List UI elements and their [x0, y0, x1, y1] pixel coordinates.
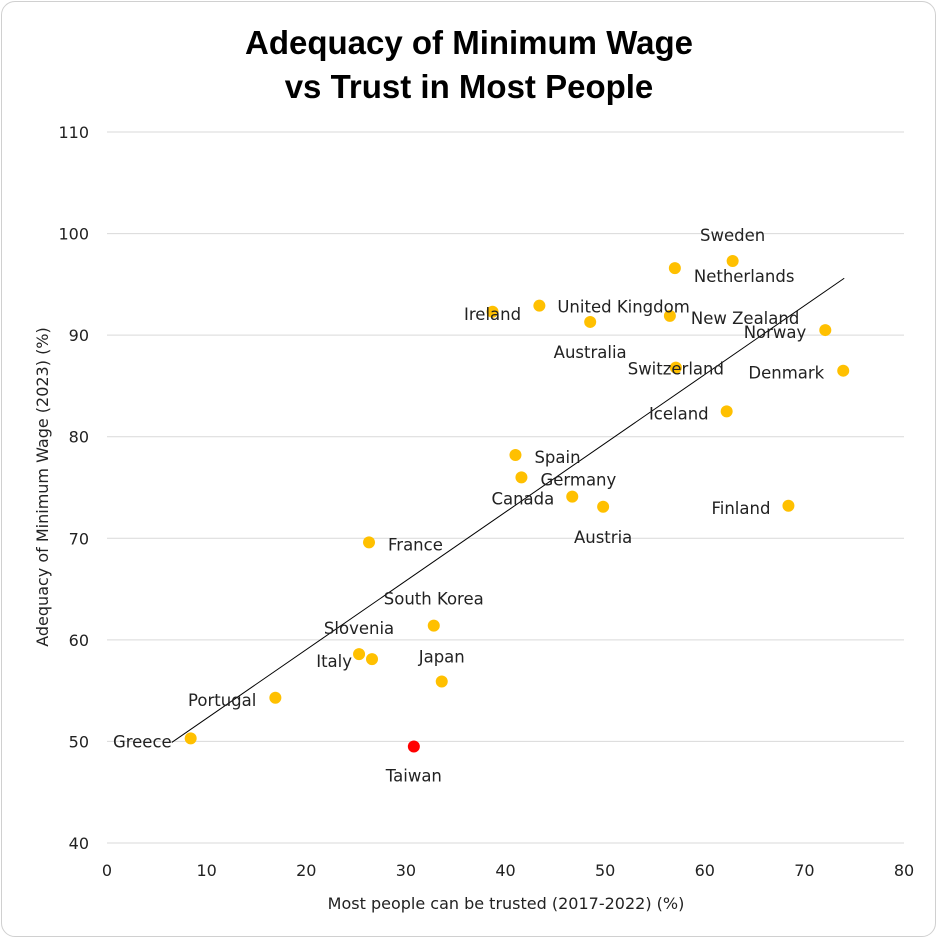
data-label: Slovenia	[324, 619, 394, 638]
data-label: Germany	[540, 470, 616, 489]
data-point	[819, 324, 832, 337]
data-point	[663, 309, 676, 322]
chart-title-line-1: Adequacy of Minimum Wage	[245, 24, 693, 61]
data-point	[486, 305, 499, 318]
y-tick-label: 90	[69, 326, 89, 345]
data-label: Ireland	[464, 305, 521, 324]
y-tick-label: 70	[69, 529, 89, 548]
data-label: Iceland	[649, 404, 709, 423]
data-label: Austria	[574, 528, 632, 547]
y-tick-label: 40	[69, 834, 89, 853]
data-point	[184, 732, 197, 745]
trendline	[171, 277, 845, 743]
data-label: Australia	[554, 343, 627, 362]
y-tick-label: 100	[58, 225, 89, 244]
data-label: Finland	[711, 499, 770, 518]
data-label: France	[388, 535, 443, 554]
data-point	[509, 448, 522, 461]
x-tick-label: 30	[396, 861, 416, 880]
data-label: New Zealand	[691, 309, 799, 328]
data-label: Netherlands	[694, 267, 795, 286]
data-point	[597, 500, 610, 513]
data-label: Japan	[418, 648, 465, 667]
data-point	[515, 471, 528, 484]
y-tick-label: 80	[69, 428, 89, 447]
data-point	[363, 536, 376, 549]
data-label: Norway	[744, 323, 807, 342]
x-tick-label: 60	[695, 861, 715, 880]
data-point	[533, 299, 546, 312]
y-axis-label: Adequacy of Minimum Wage (2023) (%)	[33, 327, 52, 647]
data-label: Spain	[534, 448, 580, 467]
x-tick-label: 20	[296, 861, 316, 880]
data-label: Switzerland	[628, 360, 724, 379]
data-label: Portugal	[188, 691, 256, 710]
data-point	[366, 653, 379, 666]
x-tick-label: 70	[794, 861, 814, 880]
data-label: Sweden	[700, 226, 765, 245]
data-point	[668, 262, 681, 275]
x-axis-label: Most people can be trusted (2017-2022) (…	[328, 894, 685, 913]
y-tick-label: 60	[69, 631, 89, 650]
y-tick-label: 50	[69, 732, 89, 751]
data-label: Italy	[316, 652, 352, 671]
data-label: United Kingdom	[557, 298, 689, 317]
data-point	[726, 254, 739, 267]
data-point	[407, 740, 420, 753]
data-point	[584, 315, 597, 328]
data-point	[837, 364, 850, 377]
data-point	[669, 361, 682, 374]
x-tick-label: 10	[196, 861, 216, 880]
x-tick-label: 80	[894, 861, 914, 880]
data-label: South Korea	[384, 590, 484, 609]
data-point	[353, 648, 366, 661]
data-point	[720, 405, 733, 418]
data-label: Canada	[491, 490, 554, 509]
y-tick-label: 110	[58, 123, 89, 142]
x-tick-label: 40	[495, 861, 515, 880]
data-point	[782, 499, 795, 512]
chart-title-line-2: vs Trust in Most People	[285, 68, 654, 105]
x-tick-label: 0	[102, 861, 112, 880]
data-label: Greece	[113, 732, 172, 751]
data-label: Denmark	[748, 364, 824, 383]
data-point	[427, 619, 440, 632]
data-point	[566, 490, 579, 503]
data-point	[435, 675, 448, 688]
data-label: Taiwan	[385, 767, 442, 786]
data-point	[269, 691, 282, 704]
x-tick-label: 50	[595, 861, 615, 880]
